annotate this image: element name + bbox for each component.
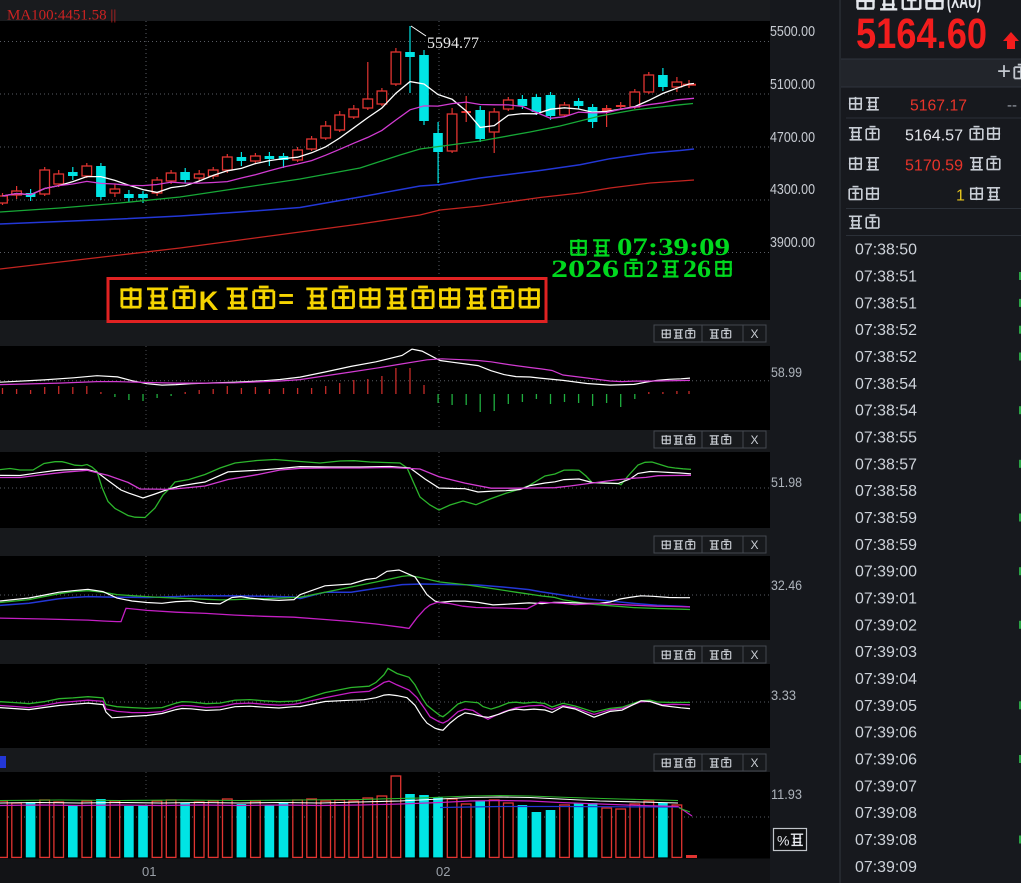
svg-text:4700.00: 4700.00 [770, 129, 815, 146]
svg-text:X: X [750, 538, 758, 552]
svg-text:07:39:08: 07:39:08 [855, 805, 917, 822]
svg-text:02: 02 [436, 864, 450, 879]
svg-text:07:38:55: 07:38:55 [855, 430, 917, 447]
svg-text:07:39:09: 07:39:09 [855, 859, 917, 876]
svg-text:5500.00: 5500.00 [770, 23, 815, 40]
svg-text:51.98: 51.98 [771, 474, 802, 490]
svg-text:07:39:01: 07:39:01 [855, 591, 917, 608]
svg-text:07:38:54: 07:38:54 [855, 376, 917, 393]
svg-text:=: = [278, 284, 294, 314]
svg-text:07:38:59: 07:38:59 [855, 510, 917, 527]
svg-text:3900.00: 3900.00 [770, 234, 815, 251]
svg-text:%: % [777, 833, 789, 849]
svg-text:07:39:06: 07:39:06 [855, 725, 917, 742]
svg-text:X: X [750, 433, 758, 447]
svg-text:07:38:57: 07:38:57 [855, 456, 917, 473]
svg-text:5594.77: 5594.77 [427, 35, 479, 52]
svg-text:MA100:4451.58 ||: MA100:4451.58 || [7, 8, 116, 24]
svg-text:07:38:51: 07:38:51 [855, 295, 917, 312]
svg-text:--: -- [1007, 97, 1017, 114]
svg-text:3.33: 3.33 [771, 687, 796, 703]
svg-text:5164.60: 5164.60 [856, 10, 987, 58]
svg-text:4300.00: 4300.00 [770, 181, 815, 198]
svg-text:1: 1 [956, 188, 965, 205]
svg-text:07:39:08: 07:39:08 [855, 832, 917, 849]
svg-text:58.99: 58.99 [771, 364, 802, 380]
svg-text:X: X [750, 756, 758, 770]
svg-text:26: 26 [683, 256, 711, 283]
svg-text:07:39:07: 07:39:07 [855, 778, 917, 795]
svg-text:01: 01 [142, 864, 156, 879]
svg-text:5170.59: 5170.59 [905, 158, 963, 175]
svg-text:07:38:52: 07:38:52 [855, 349, 917, 366]
svg-text:07:38:50: 07:38:50 [855, 242, 917, 259]
svg-text:07:38:52: 07:38:52 [855, 322, 917, 339]
svg-text:2026: 2026 [551, 256, 619, 283]
svg-text:2: 2 [646, 256, 659, 283]
svg-text:5167.17: 5167.17 [910, 98, 967, 115]
svg-text:07:39:04: 07:39:04 [855, 671, 917, 688]
svg-text:07:39:06: 07:39:06 [855, 752, 917, 769]
svg-text:07:38:59: 07:38:59 [855, 537, 917, 554]
svg-text:5164.57: 5164.57 [905, 128, 963, 145]
svg-text:07:38:58: 07:38:58 [855, 483, 917, 500]
svg-text:07:39:00: 07:39:00 [855, 564, 917, 581]
svg-text:K: K [199, 286, 219, 316]
svg-text:07:38:54: 07:38:54 [855, 403, 917, 420]
svg-text:07:39:09: 07:39:09 [617, 234, 730, 261]
svg-text:32.46: 32.46 [771, 577, 802, 593]
svg-text:(XAU): (XAU) [947, 0, 981, 13]
svg-text:07:39:05: 07:39:05 [855, 698, 917, 715]
svg-text:X: X [750, 648, 758, 662]
svg-text:5100.00: 5100.00 [770, 76, 815, 93]
svg-text:07:38:51: 07:38:51 [855, 269, 917, 286]
svg-text:+: + [997, 58, 1011, 85]
svg-text:11.93: 11.93 [771, 786, 802, 802]
svg-text:07:39:02: 07:39:02 [855, 617, 917, 634]
svg-text:07:39:03: 07:39:03 [855, 644, 917, 661]
svg-text:X: X [750, 327, 758, 341]
